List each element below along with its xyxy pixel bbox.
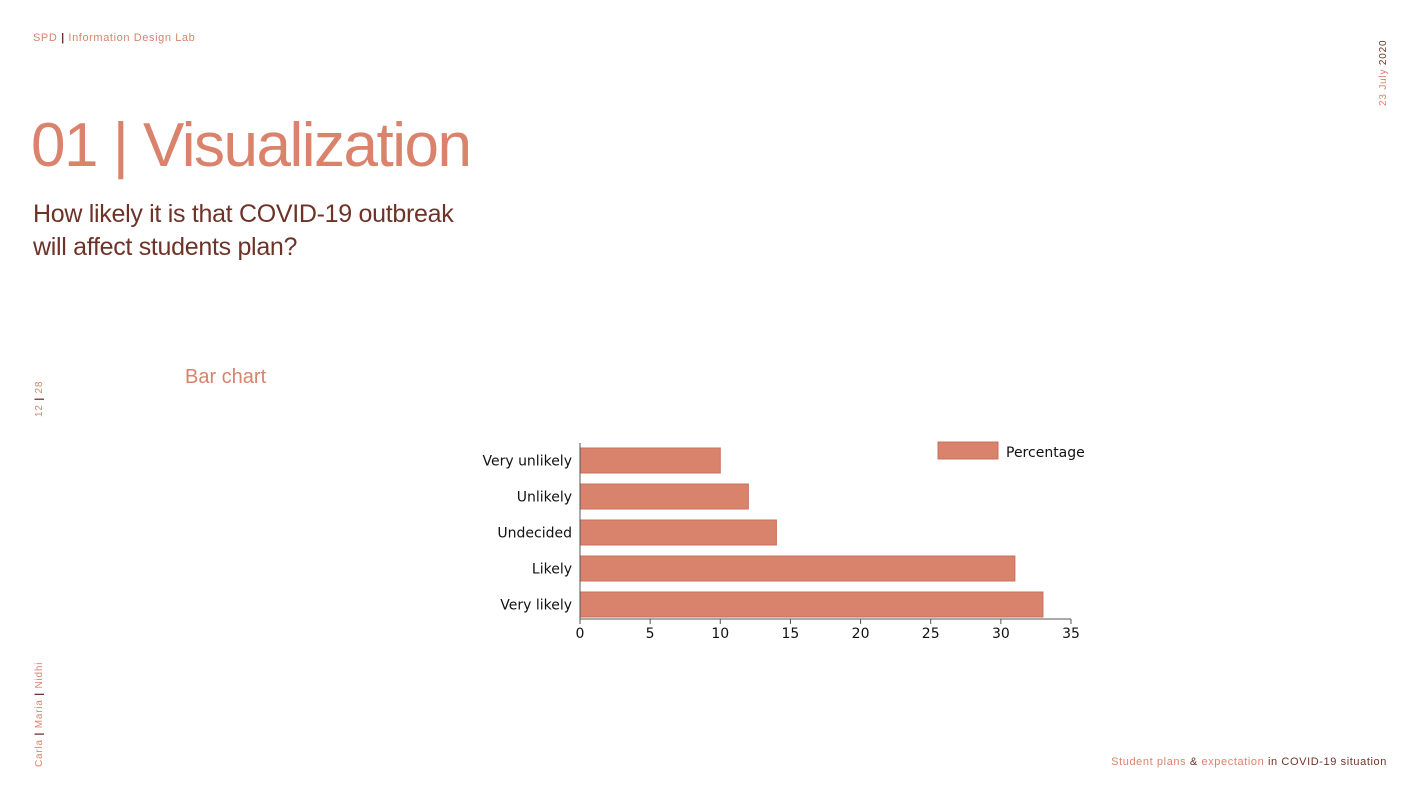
author-name: Carla (34, 739, 45, 767)
authors: Carla | Maria | Nidhi (34, 662, 45, 767)
date-year: 2020 (1378, 39, 1389, 66)
bar (579, 447, 721, 474)
footer-caption: Student plans & expectation in COVID-19 … (1111, 756, 1387, 768)
page-current: 12 (34, 404, 45, 417)
author-name: Maria (34, 699, 45, 729)
x-tick-label: 20 (852, 626, 870, 642)
lab-name: Information Design Lab (68, 32, 196, 44)
category-label: Undecided (497, 526, 572, 542)
category-label: Likely (532, 562, 572, 578)
page-total: 28 (34, 380, 45, 394)
x-tick-label: 5 (646, 626, 655, 642)
author-separator: | (34, 692, 45, 696)
x-tick-label: 25 (922, 626, 940, 642)
author-separator: | (34, 731, 45, 736)
bar (579, 483, 749, 510)
footer-part-2: expectation (1201, 756, 1265, 768)
x-tick-label: 10 (711, 626, 729, 642)
bar (579, 519, 777, 546)
x-tick-label: 30 (992, 626, 1010, 642)
bar (579, 555, 1016, 582)
legend-label: Percentage (1006, 445, 1085, 461)
author-name: Nidhi (34, 661, 45, 689)
footer-part-1: Student plans (1111, 756, 1187, 768)
category-label: Very unlikely (482, 454, 572, 470)
x-tick-label: 0 (576, 626, 585, 642)
footer-ampersand: & (1189, 756, 1198, 768)
date-day: 23 (1378, 93, 1389, 106)
category-label: Unlikely (517, 490, 572, 506)
header-org-lab: SPD | Information Design Lab (33, 32, 195, 44)
x-tick-label: 15 (782, 626, 800, 642)
header-separator: | (61, 32, 65, 44)
date-month: July (1378, 68, 1389, 90)
footer-part-3: in COVID-19 situation (1268, 756, 1387, 768)
x-tick-label: 35 (1062, 626, 1080, 642)
question-text: How likely it is that COVID-19 outbreak … (33, 198, 503, 264)
question-line-1: How likely it is that COVID-19 outbreak (33, 200, 454, 228)
org-name: SPD (33, 32, 58, 44)
bar (579, 591, 1044, 618)
page-number: 12 | 28 (34, 381, 45, 417)
legend-swatch (937, 441, 999, 460)
date-label: 23 July 2020 (1378, 40, 1389, 106)
question-line-2: will affect students plan? (33, 233, 298, 261)
chart-heading: Bar chart (185, 366, 267, 388)
category-label: Very likely (500, 598, 572, 614)
page-separator: | (34, 397, 45, 401)
page-title: 01 | Visualization (31, 111, 472, 180)
